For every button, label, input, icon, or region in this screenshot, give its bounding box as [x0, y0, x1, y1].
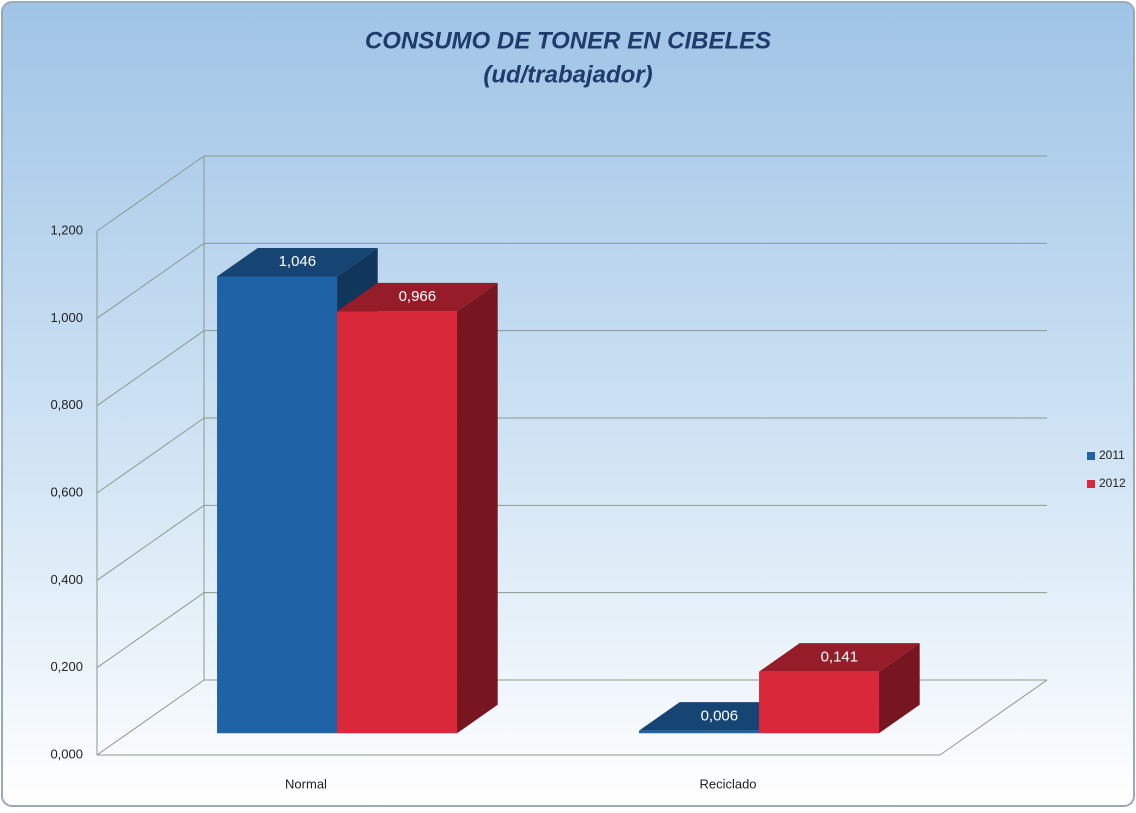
grid-line — [96, 504, 205, 581]
bar-front — [759, 671, 880, 734]
bar-front — [217, 276, 338, 734]
x-tick-label: Reciclado — [699, 776, 756, 791]
bar-top — [337, 282, 498, 312]
y-tick-label: 1,000 — [50, 310, 83, 325]
y-tick-label: 0,000 — [50, 746, 83, 761]
y-tick-label: 0,800 — [50, 397, 83, 412]
bar-front — [639, 730, 760, 734]
grid-line — [96, 417, 205, 494]
bar-side — [879, 643, 920, 734]
data-label: 1,046 — [279, 253, 317, 270]
floor-edge — [939, 679, 1048, 756]
y-tick-label: 0,600 — [50, 484, 83, 499]
bar-side — [457, 282, 498, 734]
bar-front — [337, 311, 458, 734]
data-label: 0,141 — [821, 648, 859, 665]
bar-top — [217, 247, 378, 277]
y-tick-label: 0,200 — [50, 659, 83, 674]
legend-swatch — [1087, 480, 1095, 488]
bar-top — [759, 643, 920, 672]
y-tick-label: 1,200 — [50, 222, 83, 237]
x-tick-label: Normal — [285, 776, 327, 791]
grid-line — [96, 155, 205, 232]
data-label: 0,006 — [701, 707, 739, 724]
legend-swatch — [1087, 452, 1095, 460]
y-tick-label: 0,400 — [50, 572, 83, 587]
chart-title: CONSUMO DE TONER EN CIBELES — [365, 27, 771, 54]
data-label: 0,966 — [399, 288, 437, 305]
grid-line — [96, 330, 205, 407]
chart-subtitle: (ud/trabajador) — [483, 61, 652, 88]
legend-label: 2011 — [1099, 448, 1125, 462]
grid-line — [96, 242, 205, 319]
grid-line — [96, 592, 205, 669]
legend-label: 2012 — [1099, 476, 1126, 490]
grid-line — [96, 679, 205, 756]
